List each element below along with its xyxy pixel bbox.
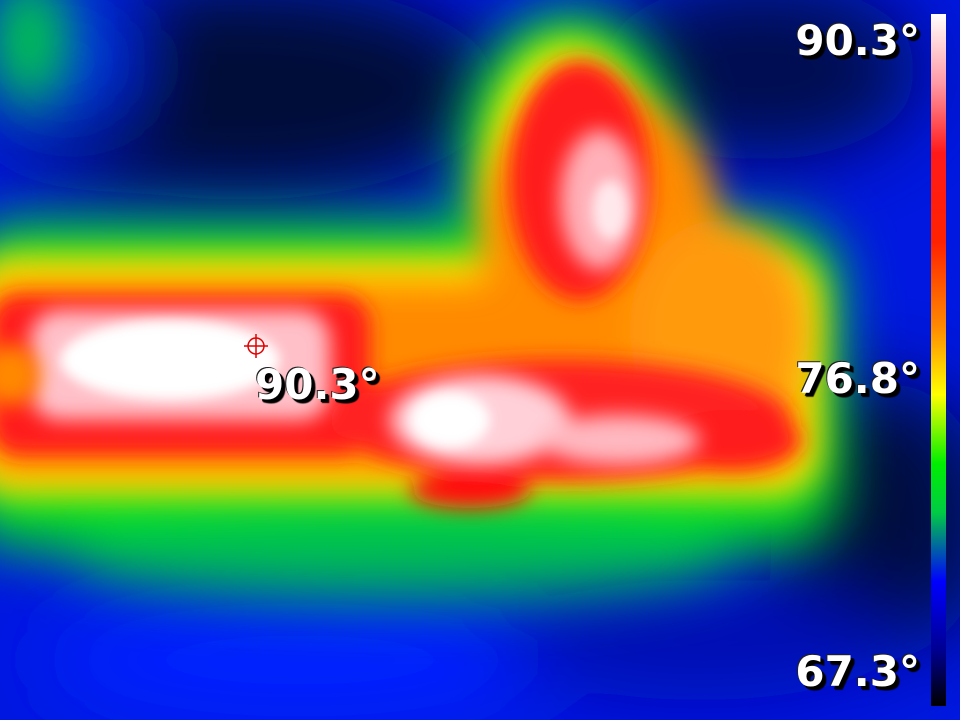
temperature-scale-bar (931, 14, 946, 706)
scale-max-label: 90.3° (795, 16, 920, 65)
scale-mid-label: 76.8° (795, 354, 920, 403)
spot-crosshair-icon (244, 334, 268, 358)
scale-min-label: 67.3° (795, 647, 920, 696)
spot-temperature-label: 90.3° (255, 360, 380, 409)
